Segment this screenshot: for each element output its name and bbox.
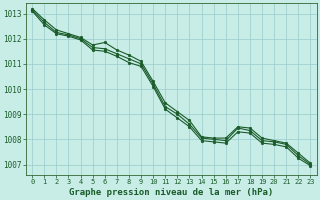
X-axis label: Graphe pression niveau de la mer (hPa): Graphe pression niveau de la mer (hPa) [69,188,274,197]
